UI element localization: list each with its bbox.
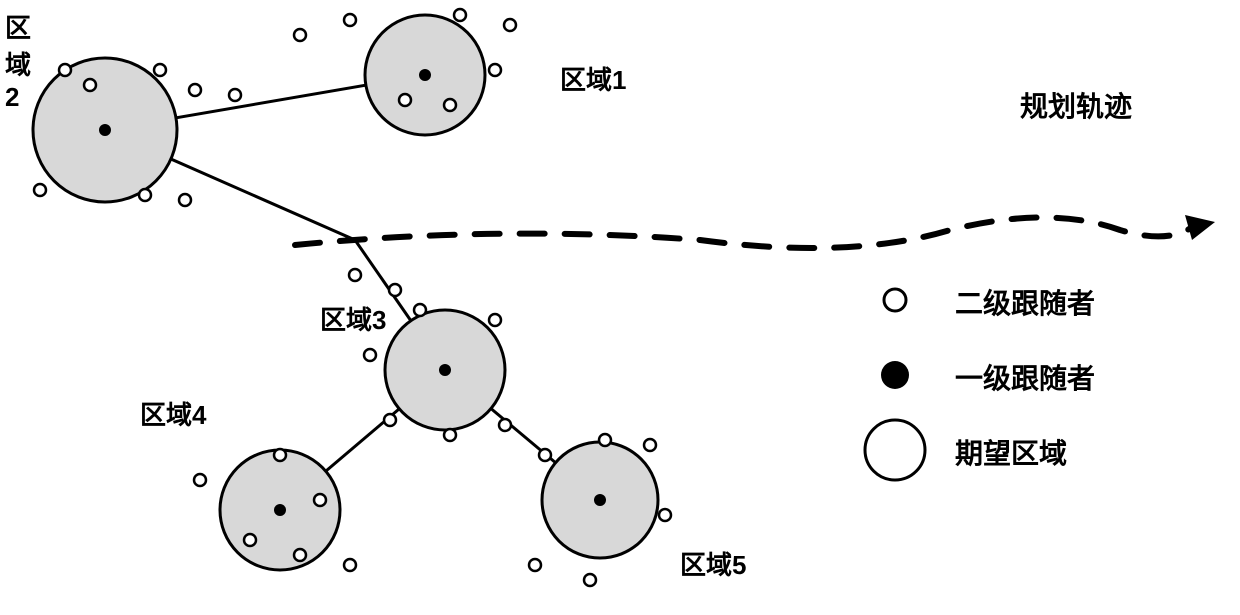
level1-follower [419, 69, 431, 81]
level2-follower [659, 509, 671, 521]
level2-follower [454, 9, 466, 21]
level2-follower [194, 474, 206, 486]
level2-follower [344, 14, 356, 26]
level2-follower [599, 434, 611, 446]
level2-follower [294, 549, 306, 561]
level2-follower [444, 429, 456, 441]
level2-follower [489, 64, 501, 76]
region-label: 区域5 [680, 545, 746, 582]
level2-follower [539, 449, 551, 461]
level2-follower [644, 439, 656, 451]
level2-follower [499, 419, 511, 431]
region-label: 区域4 [140, 395, 206, 432]
level2-follower [399, 94, 411, 106]
level2-follower [489, 314, 501, 326]
level2-follower [139, 189, 151, 201]
level2-follower [154, 64, 166, 76]
level2-follower [274, 449, 286, 461]
region-label: 区域2 [5, 8, 31, 113]
level2-follower [504, 19, 516, 31]
legend-marker-big [865, 420, 925, 480]
level2-follower [314, 494, 326, 506]
level2-follower [59, 64, 71, 76]
trajectory [295, 215, 1215, 248]
regions-group [33, 15, 658, 570]
level1-follower [274, 504, 286, 516]
level2-follower [344, 559, 356, 571]
level1-follower [594, 494, 606, 506]
level2-follower [34, 184, 46, 196]
level2-follower [364, 349, 376, 361]
level2-follower [244, 534, 256, 546]
level2-follower [444, 99, 456, 111]
trajectory-label: 规划轨迹 [1020, 85, 1132, 125]
level2-follower [384, 414, 396, 426]
level2-follower [84, 79, 96, 91]
level2-follower [389, 284, 401, 296]
trajectory-path [295, 218, 1195, 249]
level2-follower [584, 574, 596, 586]
level2-follower [349, 269, 361, 281]
legend-label: 期望区域 [955, 432, 1067, 472]
level2-follower [414, 304, 426, 316]
level2-follower [529, 559, 541, 571]
legend [865, 289, 925, 480]
legend-label: 一级跟随者 [955, 357, 1095, 397]
region-label: 区域3 [320, 300, 386, 337]
edges-group [105, 75, 600, 510]
legend-marker-hollow [884, 289, 906, 311]
region-label: 区域1 [560, 60, 626, 97]
level2-follower [179, 194, 191, 206]
level1-follower [99, 124, 111, 136]
level2-follower [189, 84, 201, 96]
legend-marker-filled [881, 361, 909, 389]
legend-label: 二级跟随者 [955, 282, 1095, 322]
level1-follower [439, 364, 451, 376]
trajectory-arrow [1185, 215, 1215, 240]
level2-follower [294, 29, 306, 41]
level2-follower [229, 89, 241, 101]
